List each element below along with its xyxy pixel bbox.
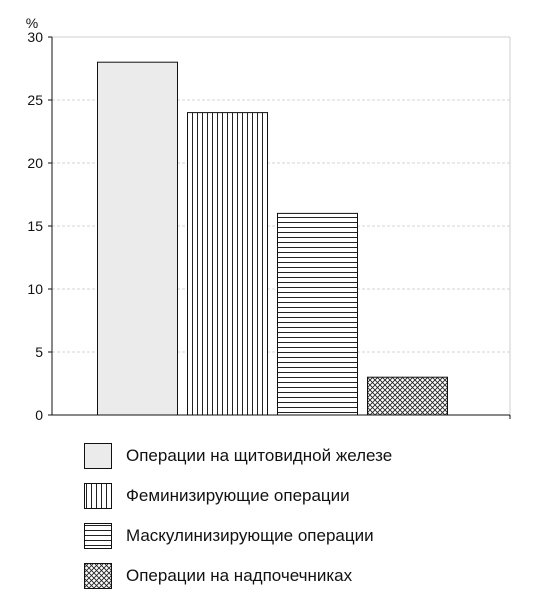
legend-item: Маскулинизирующие операции <box>84 523 524 549</box>
legend-label: Операции на щитовидной железе <box>126 446 393 465</box>
y-tick-label: 5 <box>35 344 43 360</box>
legend-swatch <box>84 523 112 549</box>
legend-item: Феминизирующие операции <box>84 483 524 509</box>
legend-swatch-fill <box>84 563 112 589</box>
y-axis-unit-label: % <box>26 15 38 31</box>
axes: 0 5 10 15 20 25 30 <box>27 29 511 423</box>
legend-swatch <box>84 563 112 589</box>
bar <box>367 376 448 416</box>
legend-swatch-fill <box>84 443 112 469</box>
legend-item: Операции на надпочечниках <box>84 563 524 589</box>
bar <box>97 61 178 416</box>
legend-swatch <box>84 483 112 509</box>
legend-swatch <box>84 443 112 469</box>
bar <box>187 112 268 416</box>
legend-label: Маскулинизирующие операции <box>126 526 374 545</box>
bar-chart: % 0 5 10 15 20 25 30 <box>26 15 511 423</box>
legend-label: Феминизирующие операции <box>126 486 350 505</box>
y-tick-label: 30 <box>27 29 43 45</box>
y-tick-label: 25 <box>27 92 43 108</box>
legend-swatch-fill <box>84 523 112 549</box>
y-tick-label: 10 <box>27 281 43 297</box>
bars <box>97 61 448 416</box>
y-tick-label: 0 <box>35 407 43 423</box>
legend-item: Операции на щитовидной железе <box>84 443 524 469</box>
legend: Операции на щитовидной железе Феминизирую… <box>84 443 524 603</box>
y-tick-label: 20 <box>27 155 43 171</box>
y-tick-label: 15 <box>27 218 43 234</box>
bar <box>277 212 358 416</box>
legend-swatch-fill <box>84 483 112 509</box>
legend-label: Операции на надпочечниках <box>126 566 353 585</box>
